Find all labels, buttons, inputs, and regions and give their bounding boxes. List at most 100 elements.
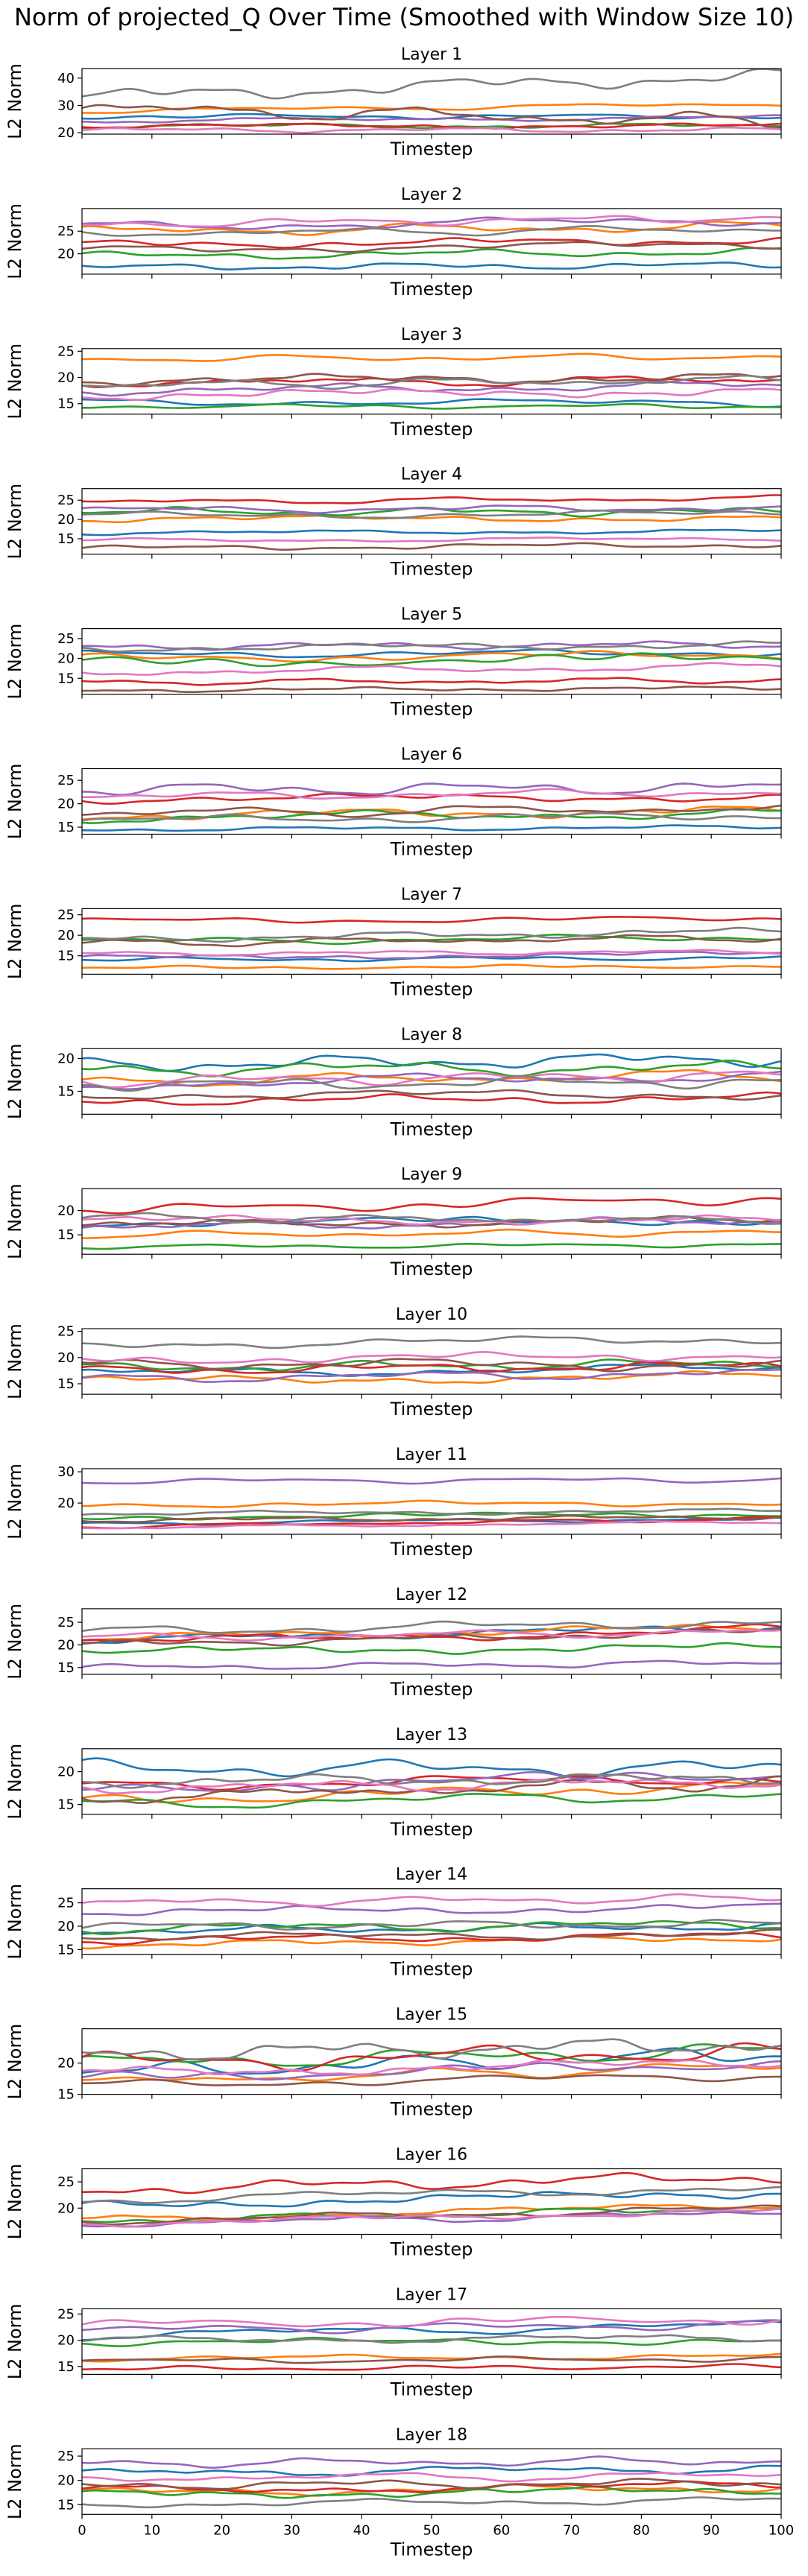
y-axis-label: L2 Norm bbox=[4, 1884, 25, 1960]
series-line-8 bbox=[82, 69, 781, 100]
x-tick-label: 80 bbox=[633, 2522, 650, 2538]
series-line-3 bbox=[82, 2336, 781, 2347]
series-line-8 bbox=[82, 509, 781, 519]
x-axis-label: Timestep bbox=[390, 2239, 473, 2260]
series-line-5 bbox=[82, 1477, 781, 1485]
subplot-layer-11: Layer 11 20 30 Timestep L2 Norm bbox=[4, 1446, 782, 1560]
y-axis-label: L2 Norm bbox=[4, 2304, 25, 2380]
series-line-2 bbox=[82, 221, 781, 236]
subplot-title: Layer 9 bbox=[401, 1165, 462, 1184]
x-axis-label: Timestep bbox=[390, 1679, 473, 1700]
y-tick-label: 15 bbox=[57, 820, 75, 835]
y-tick-label: 20 bbox=[57, 1496, 75, 1511]
series-line-8 bbox=[82, 374, 781, 390]
series-line-6 bbox=[82, 542, 781, 551]
series-line-8 bbox=[82, 1075, 781, 1092]
series-line-2 bbox=[82, 1935, 781, 1950]
series-line-1 bbox=[82, 1757, 781, 1779]
series-line-8 bbox=[82, 2038, 781, 2061]
y-tick-label: 25 bbox=[57, 908, 75, 923]
y-tick-label: 25 bbox=[57, 224, 75, 239]
series-line-6 bbox=[82, 241, 781, 253]
y-tick-label: 25 bbox=[57, 2449, 75, 2464]
subplot-title: Layer 4 bbox=[401, 466, 462, 484]
series-line-3 bbox=[82, 1243, 781, 1250]
subplot-title: Layer 14 bbox=[396, 1866, 467, 1884]
y-axis-label: L2 Norm bbox=[4, 484, 25, 560]
y-tick-label: 15 bbox=[57, 1660, 75, 1676]
x-axis-label: Timestep bbox=[390, 419, 473, 440]
series-line-1 bbox=[82, 262, 781, 270]
series-line-7 bbox=[82, 2059, 781, 2076]
y-axis-label: L2 Norm bbox=[4, 203, 25, 279]
subplot-layer-15: Layer 15 15 20 Timestep L2 Norm bbox=[4, 2006, 782, 2120]
y-tick-label: 15 bbox=[57, 2497, 75, 2513]
series-line-4 bbox=[82, 677, 781, 686]
series-line-1 bbox=[82, 398, 781, 408]
x-tick-label: 30 bbox=[283, 2522, 300, 2538]
series-line-3 bbox=[82, 1793, 781, 1809]
series-line-4 bbox=[82, 1091, 781, 1106]
y-tick-label: 20 bbox=[57, 1919, 75, 1934]
series-line-8 bbox=[82, 811, 781, 823]
series-line-5 bbox=[82, 1216, 781, 1230]
series-line-8 bbox=[82, 1507, 781, 1516]
y-tick-label: 25 bbox=[57, 631, 75, 647]
series-line-5 bbox=[82, 1368, 781, 1383]
subplot-layer-14: Layer 14 15 20 25 Timestep L2 Norm bbox=[4, 1866, 782, 1980]
y-tick-label: 20 bbox=[57, 797, 75, 812]
y-tick-label: 25 bbox=[57, 1615, 75, 1630]
series-line-3 bbox=[82, 247, 781, 260]
x-axis-label: Timestep bbox=[390, 978, 473, 999]
y-tick-label: 20 bbox=[57, 2333, 75, 2349]
series-line-3 bbox=[82, 2043, 781, 2067]
series-line-5 bbox=[82, 504, 781, 514]
y-tick-label: 15 bbox=[57, 2087, 75, 2103]
y-tick-label: 20 bbox=[57, 2056, 75, 2072]
series-line-8 bbox=[82, 2334, 781, 2344]
x-axis-label: Timestep bbox=[390, 1259, 473, 1279]
series-line-1 bbox=[82, 648, 781, 659]
subplot-title: Layer 18 bbox=[396, 2425, 467, 2444]
series-line-7 bbox=[82, 1351, 781, 1364]
series-line-1 bbox=[82, 824, 781, 832]
y-tick-label: 30 bbox=[57, 1464, 75, 1480]
subplot-layer-6: Layer 6 15 20 25 Timestep L2 Norm bbox=[4, 746, 782, 860]
x-tick-label: 50 bbox=[423, 2522, 441, 2538]
series-line-7 bbox=[82, 2207, 781, 2228]
series-line-4 bbox=[82, 494, 781, 504]
series-line-4 bbox=[82, 916, 781, 924]
series-line-2 bbox=[82, 352, 781, 362]
series-line-8 bbox=[82, 926, 781, 943]
series-line-5 bbox=[82, 2455, 781, 2469]
y-tick-label: 15 bbox=[57, 1084, 75, 1100]
series-line-7 bbox=[82, 387, 781, 402]
series-line-8 bbox=[82, 2496, 781, 2509]
series-line-6 bbox=[82, 1089, 781, 1101]
y-axis-label: L2 Norm bbox=[4, 2024, 25, 2100]
series-line-7 bbox=[82, 788, 781, 800]
series-line-1 bbox=[82, 1215, 781, 1227]
subplot-title: Layer 6 bbox=[401, 746, 462, 765]
series-line-3 bbox=[82, 1642, 781, 1655]
subplot-layer-9: Layer 9 15 20 Timestep L2 Norm bbox=[4, 1165, 782, 1279]
series-line-4 bbox=[82, 1361, 781, 1374]
series-line-6 bbox=[82, 2355, 781, 2364]
y-tick-label: 25 bbox=[57, 2306, 75, 2322]
subplot-layer-10: Layer 10 15 20 25 Timestep L2 Norm bbox=[4, 1306, 782, 1420]
series-line-3 bbox=[82, 1060, 781, 1077]
subplot-layer-7: Layer 7 15 20 25 Timestep L2 Norm bbox=[4, 885, 782, 999]
plot-frame bbox=[81, 1328, 782, 1395]
subplot-layer-8: Layer 8 15 20 Timestep L2 Norm bbox=[4, 1025, 782, 1139]
subplot-title: Layer 17 bbox=[396, 2285, 467, 2304]
series-line-2 bbox=[82, 963, 781, 970]
subplot-layer-2: Layer 2 20 25 Timestep L2 Norm bbox=[4, 186, 782, 300]
y-tick-label: 15 bbox=[57, 2359, 75, 2375]
x-tick-label: 60 bbox=[493, 2522, 510, 2538]
series-line-7 bbox=[82, 1778, 781, 1794]
series-line-7 bbox=[82, 949, 781, 957]
y-tick-label: 20 bbox=[57, 1637, 75, 1653]
series-line-6 bbox=[82, 1775, 781, 1804]
series-line-6 bbox=[82, 1514, 781, 1523]
y-tick-label: 20 bbox=[57, 512, 75, 528]
